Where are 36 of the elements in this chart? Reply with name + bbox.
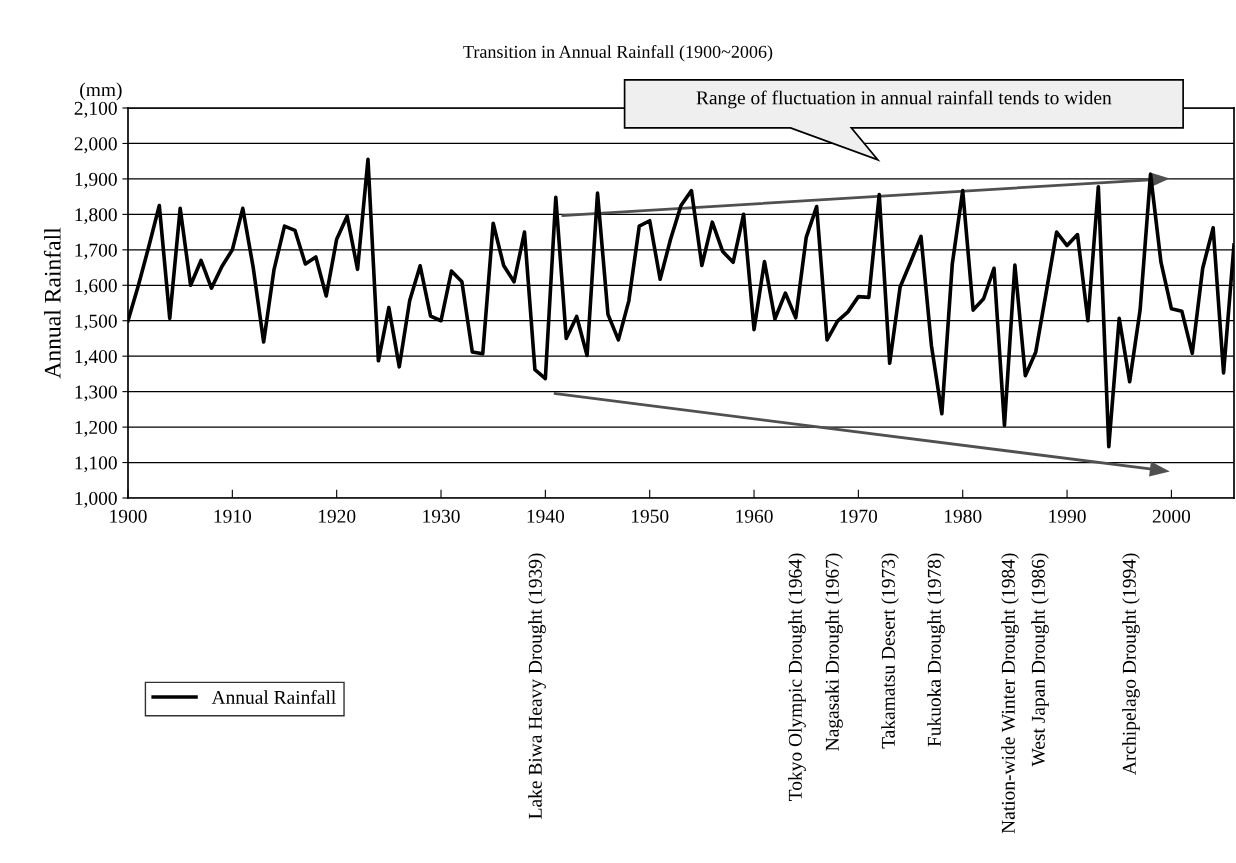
text: Tokyo Olympic Drought (1964) [788, 553, 806, 801]
chart-title: Transition in Annual Rainfall (1900~2006) [463, 45, 773, 62]
text: Takamatsu Desert (1973) [881, 553, 899, 749]
x-tick-label: 1970 [840, 509, 878, 523]
x-tick-label: 1900 [110, 509, 147, 523]
y-tick-label: 1,500 [75, 314, 117, 331]
y-tick-label: 2,000 [74, 137, 117, 154]
y-tick-label: 2,100 [74, 101, 117, 118]
y-tick-label: 1,900 [75, 172, 117, 189]
text: Archipelago Drought (1994) [1122, 553, 1140, 775]
text: Nagasaki Drought (1967) [825, 553, 843, 751]
y-tick-label: 1,700 [75, 243, 117, 260]
y-axis-title: Annual Rainfall [43, 227, 61, 379]
text: Fukuoka Drought (1978) [927, 553, 945, 747]
x-tick-label: 1940 [527, 509, 565, 523]
annotation: Range of fluctuation in annual rainfall tends to widen [696, 90, 1112, 109]
text: Nation-wide Winter Drought (1984) [1001, 553, 1019, 834]
legend-label: Annual Rainfall [211, 690, 336, 704]
x-tick-label: 1980 [944, 509, 982, 523]
x-tick-label: 2000 [1152, 509, 1191, 523]
x-tick-label: 1920 [318, 509, 356, 523]
text: Lake Biwa Heavy Drought (1939) [528, 553, 546, 819]
text: (mm) [80, 82, 122, 101]
y-tick-label: 1,600 [75, 279, 117, 296]
x-tick-label: 1950 [631, 509, 669, 523]
text: West Japan Drought (1986) [1031, 553, 1049, 767]
y-tick-label: 1,800 [75, 208, 117, 225]
y-tick-label: 1,000 [75, 491, 117, 508]
y-tick-label: 1,300 [75, 385, 117, 402]
y-tick-label: 1,100 [75, 456, 117, 473]
y-tick-label: 1,400 [75, 350, 117, 366]
x-tick-label: 1930 [423, 509, 460, 523]
x-tick-label: 1990 [1049, 509, 1086, 523]
y-tick-label: 1,200 [75, 420, 117, 437]
x-tick-label: 1960 [736, 509, 773, 523]
x-tick-label: 1910 [214, 509, 252, 523]
